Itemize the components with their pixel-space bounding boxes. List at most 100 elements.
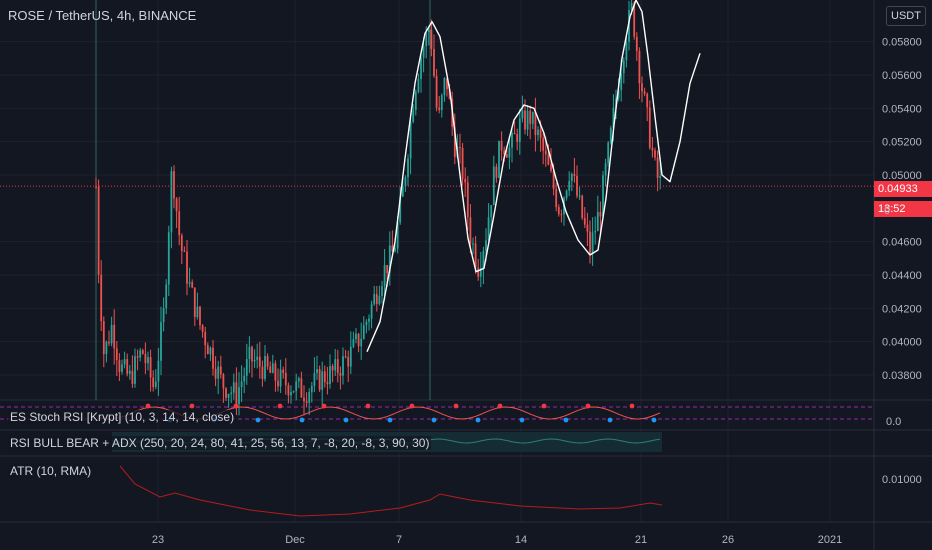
candle-body bbox=[555, 189, 558, 208]
candle-body bbox=[586, 224, 589, 232]
candle-body bbox=[209, 347, 212, 355]
candle-body bbox=[534, 111, 537, 136]
stoch-overbought-dot bbox=[497, 403, 503, 409]
candle-body bbox=[659, 176, 662, 178]
stoch-oversold-dot bbox=[387, 417, 393, 423]
candle-body bbox=[394, 248, 396, 252]
candle-body bbox=[570, 173, 573, 182]
candle-body bbox=[136, 356, 139, 358]
candle-body bbox=[331, 366, 334, 371]
stoch-oversold-dot bbox=[519, 417, 525, 423]
candle-body bbox=[344, 356, 347, 358]
candle-body bbox=[245, 359, 248, 376]
candle-body bbox=[607, 142, 610, 164]
stoch-oversold-dot bbox=[607, 417, 613, 423]
candle-body bbox=[583, 217, 586, 225]
candle-body bbox=[118, 360, 121, 372]
price-tick-label: 0.05800 bbox=[882, 37, 922, 49]
candle-body bbox=[323, 371, 326, 383]
stoch-overbought-dot bbox=[189, 403, 195, 409]
candle-body bbox=[646, 93, 649, 108]
candle-body bbox=[271, 363, 274, 373]
price-tick-label: 0.05600 bbox=[882, 70, 922, 82]
candle-body bbox=[381, 285, 383, 297]
candle-body bbox=[310, 385, 313, 393]
stoch-oversold-dot bbox=[343, 417, 349, 423]
rsi-bull-bear-label[interactable]: RSI BULL BEAR + ADX (250, 20, 24, 80, 41… bbox=[8, 436, 432, 450]
candle-body bbox=[461, 147, 464, 179]
candle-body bbox=[573, 173, 576, 176]
candle-body bbox=[349, 346, 352, 367]
candle-body bbox=[100, 274, 103, 322]
candle-body bbox=[139, 350, 142, 358]
currency-button[interactable]: USDT bbox=[886, 6, 926, 26]
candle-body bbox=[160, 322, 162, 361]
candle-body bbox=[578, 195, 581, 197]
candle-body bbox=[165, 284, 168, 309]
candle-body bbox=[531, 111, 534, 124]
candle-body bbox=[300, 378, 303, 398]
candle-body bbox=[162, 308, 165, 323]
candle-body bbox=[427, 29, 430, 33]
candle-body bbox=[602, 175, 604, 217]
candle-body bbox=[186, 251, 188, 284]
candle-body bbox=[550, 164, 552, 172]
candle-body bbox=[110, 324, 113, 344]
candle-body bbox=[576, 175, 578, 196]
candle-body bbox=[297, 378, 300, 382]
candle-body bbox=[412, 109, 415, 122]
stoch-oversold-dot bbox=[563, 417, 569, 423]
candle-body bbox=[362, 325, 365, 339]
candle-body bbox=[196, 306, 199, 318]
time-tick-label: 14 bbox=[515, 534, 527, 546]
candle-body bbox=[154, 381, 157, 388]
candle-body bbox=[505, 154, 508, 158]
candle-body bbox=[279, 369, 282, 387]
price-tick-label: 0.03800 bbox=[882, 370, 922, 382]
candle-body bbox=[508, 147, 511, 158]
candle-body bbox=[591, 232, 594, 254]
candle-body bbox=[420, 57, 422, 80]
stoch-overbought-dot bbox=[233, 403, 239, 409]
candle-body bbox=[357, 333, 360, 347]
candle-body bbox=[274, 363, 277, 381]
candle-body bbox=[469, 217, 472, 244]
stoch-overbought-dot bbox=[277, 403, 283, 409]
candle-body bbox=[633, 2, 636, 37]
candle-body bbox=[102, 321, 105, 355]
stoch-rsi-label[interactable]: ES Stoch RSI [Krypt] (10, 3, 14, 14, clo… bbox=[8, 410, 237, 424]
candle-body bbox=[290, 392, 292, 396]
atr-axis-label: 0.01000 bbox=[882, 474, 922, 486]
candle-body bbox=[336, 359, 339, 373]
candle-body bbox=[183, 250, 186, 252]
candle-body bbox=[386, 265, 389, 274]
candle-body bbox=[201, 325, 204, 332]
last-price-tag: 0.04933 bbox=[874, 181, 932, 197]
candle-body bbox=[178, 211, 181, 236]
candle-body bbox=[560, 214, 563, 216]
price-axis: 0.05800 0.05600 0.05400 0.05200 0.05000 0.046… bbox=[882, 37, 922, 382]
candle-body bbox=[466, 182, 469, 218]
candle-body bbox=[329, 366, 331, 385]
candle-body bbox=[173, 171, 175, 199]
candle-body bbox=[131, 370, 134, 384]
price-tick-label: 0.04400 bbox=[882, 270, 922, 282]
candle-body bbox=[464, 178, 467, 183]
candle-body bbox=[547, 154, 550, 165]
candle-body bbox=[529, 110, 532, 124]
stoch-overbought-dot bbox=[409, 403, 415, 409]
candle-body bbox=[409, 121, 412, 159]
candle-body bbox=[482, 250, 485, 269]
candle-body bbox=[612, 107, 615, 128]
candle-body bbox=[368, 318, 370, 322]
candle-body bbox=[503, 150, 506, 155]
candle-body bbox=[355, 333, 357, 340]
candle-body bbox=[388, 245, 391, 274]
stoch-overbought-dot bbox=[145, 403, 151, 409]
candle-body bbox=[404, 177, 407, 187]
candle-body bbox=[113, 324, 116, 349]
candle-body bbox=[622, 60, 625, 74]
atr-label[interactable]: ATR (10, RMA) bbox=[8, 464, 94, 478]
